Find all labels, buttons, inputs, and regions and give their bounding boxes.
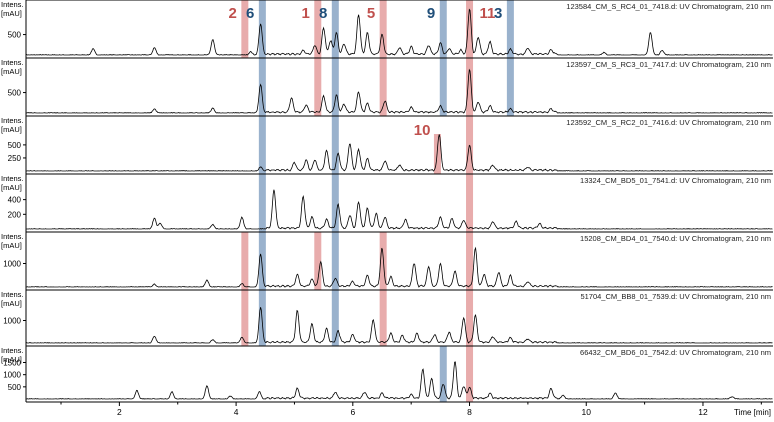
x-tick-label: 4 <box>234 407 239 417</box>
marker-label-8: 8 <box>319 5 327 22</box>
y-tick-label: 500 <box>8 31 22 40</box>
panel-title: 15208_CM_BD4_01_7540.d: UV Chromatogram,… <box>580 234 771 243</box>
y-tick-label: 1500 <box>3 359 21 368</box>
y-axis-unit: [mAU] <box>1 355 22 364</box>
marker-band-2 <box>241 232 249 346</box>
y-axis-title: Intens. <box>1 290 24 299</box>
x-tick-label: 2 <box>117 407 122 417</box>
chromatogram-trace <box>26 134 773 172</box>
x-axis-label: Time [min] <box>734 408 771 417</box>
y-axis-unit: [mAU] <box>1 299 22 308</box>
y-tick-label: 500 <box>8 141 22 150</box>
marker-band-9 <box>439 346 447 402</box>
marker-band-1 <box>314 232 322 290</box>
marker-label-1: 1 <box>301 5 309 22</box>
y-tick-label: 400 <box>8 196 22 205</box>
marker-band-11 <box>466 0 474 402</box>
marker-band-8 <box>331 0 339 346</box>
y-axis-title: Intens. <box>1 116 24 125</box>
y-axis-title: Intens. <box>1 232 24 241</box>
marker-band-6 <box>258 0 266 346</box>
x-tick-label: 8 <box>467 407 472 417</box>
marker-label-2: 2 <box>229 5 237 22</box>
y-tick-label: 500 <box>8 89 22 98</box>
chromatogram-trace <box>26 189 773 230</box>
y-tick-label: 1000 <box>3 260 21 269</box>
marker-label-5: 5 <box>367 5 375 22</box>
y-tick-label: 1000 <box>3 371 21 380</box>
marker-label-10: 10 <box>414 122 431 139</box>
y-axis-title: Intens. <box>1 346 24 355</box>
chromatogram-trace <box>25 361 773 400</box>
chromatogram-trace <box>25 246 773 288</box>
chromatogram-trace <box>25 307 773 344</box>
y-axis-title: Intens. <box>1 58 24 67</box>
y-axis-title: Intens. <box>1 0 24 9</box>
panel-title: 123584_CM_S_RC4_01_7418.d: UV Chromatogr… <box>566 2 771 11</box>
panel-title: 51704_CM_BB8_01_7539.d: UV Chromatogram,… <box>580 292 771 301</box>
panel-title: 66432_CM_BD6_01_7542.d: UV Chromatogram,… <box>580 348 771 357</box>
panel-title: 123592_CM_S_RC2_01_7416.d: UV Chromatogr… <box>566 118 771 127</box>
marker-label-11: 11 <box>480 5 496 22</box>
y-axis-unit: [mAU] <box>1 183 22 192</box>
y-tick-label: 1000 <box>3 317 21 326</box>
marker-label-9: 9 <box>427 5 435 22</box>
x-tick-label: 10 <box>582 407 592 417</box>
x-tick-label: 6 <box>350 407 355 417</box>
chromatogram-trace <box>25 8 773 56</box>
y-tick-label: 500 <box>8 383 22 392</box>
panel-title: 123597_CM_S_RC3_01_7417.d: UV Chromatogr… <box>566 60 771 69</box>
marker-label-6: 6 <box>246 5 254 22</box>
y-tick-label: 250 <box>8 154 22 163</box>
y-axis-unit: [mAU] <box>1 67 22 76</box>
marker-label-3: 3 <box>494 5 502 22</box>
y-tick-label: 200 <box>8 210 22 219</box>
panel-title: 13324_CM_BD5_01_7541.d: UV Chromatogram,… <box>580 176 771 185</box>
marker-band-2 <box>241 0 249 58</box>
chromatogram-trace <box>25 68 773 114</box>
y-axis-unit: [mAU] <box>1 125 22 134</box>
y-axis-title: Intens. <box>1 174 24 183</box>
y-axis-unit: [mAU] <box>1 241 22 250</box>
marker-band-5 <box>379 232 387 346</box>
y-axis-unit: [mAU] <box>1 9 22 18</box>
x-tick-label: 12 <box>698 407 708 417</box>
